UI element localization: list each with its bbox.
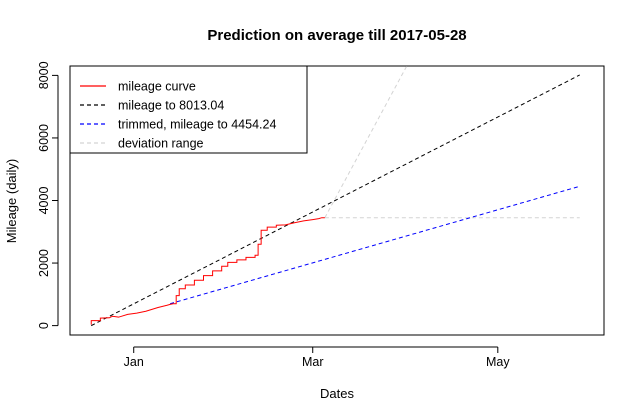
y-tick-label: 2000	[37, 249, 51, 277]
y-tick-label: 8000	[37, 61, 51, 89]
legend: mileage curve mileage to 8013.04 trimmed, …	[69, 65, 308, 154]
series-trimmed-mileage-to-4454-24-line	[169, 185, 580, 305]
chart-title: Prediction on average till 2017-05-28	[207, 27, 466, 44]
x-tick-label: Mar	[302, 355, 324, 369]
series-layer	[90, 66, 580, 327]
x-axis-label: Dates	[320, 386, 354, 401]
series-deviation-range-line-1	[324, 66, 408, 218]
legend-box	[69, 65, 308, 154]
legend-label-trimmed-mileage-to-4454-24: trimmed, mileage to 4454.24	[118, 118, 276, 132]
x-tick-label: Jan	[124, 355, 144, 369]
y-tick-label: 6000	[37, 124, 51, 152]
legend-label-deviation-range: deviation range	[118, 137, 204, 151]
legend-label-mileage-to-8013-04: mileage to 8013.04	[118, 99, 224, 113]
y-axis-label: Mileage (daily)	[4, 159, 19, 244]
y-axis: 0 2000 4000 6000 8000	[37, 61, 59, 329]
x-tick-label: May	[486, 355, 510, 369]
legend-label-mileage-curve: mileage curve	[118, 80, 196, 94]
y-tick-label: 0	[37, 322, 51, 329]
plot-frame	[69, 65, 605, 336]
series-mileage-curve-line	[90, 217, 325, 325]
x-axis: Jan Mar May	[124, 346, 510, 369]
y-tick-label: 4000	[37, 187, 51, 215]
series-mileage-to-8013-04-line	[91, 74, 580, 327]
